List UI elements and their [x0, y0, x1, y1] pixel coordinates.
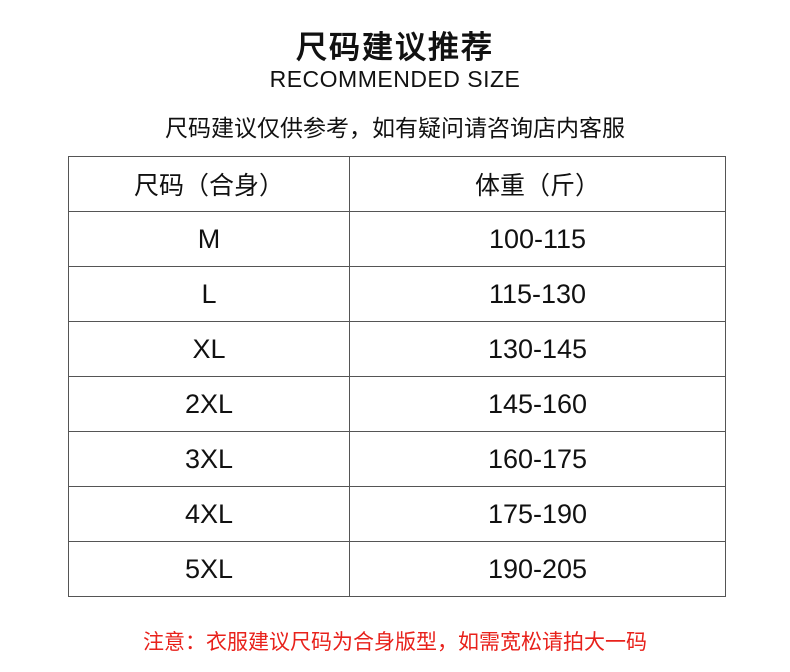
size-cell: 2XL	[68, 376, 350, 432]
table-header-row: 尺码（合身） 体重（斤）	[68, 156, 726, 212]
weight-cell: 190-205	[349, 541, 726, 597]
weight-cell: 160-175	[349, 431, 726, 487]
table-row: XL 130-145	[68, 321, 726, 377]
footer-warning: 注意：衣服建议尺码为合身版型，如需宽松请拍大一码	[143, 630, 647, 654]
weight-cell: 145-160	[349, 376, 726, 432]
page-title: 尺码建议推荐	[296, 30, 494, 66]
weight-cell: 175-190	[349, 486, 726, 542]
size-cell: L	[68, 266, 350, 322]
weight-cell: 100-115	[349, 211, 726, 267]
page-subtitle: RECOMMENDED SIZE	[269, 66, 521, 92]
header-weight: 体重（斤）	[349, 156, 726, 212]
table-row: 2XL 145-160	[68, 376, 726, 432]
header-size: 尺码（合身）	[68, 156, 350, 212]
table-row: 5XL 190-205	[68, 541, 726, 597]
size-cell: 5XL	[68, 541, 350, 597]
weight-cell: 115-130	[349, 266, 726, 322]
size-cell: XL	[68, 321, 350, 377]
size-table: 尺码（合身） 体重（斤） M 100-115 L 115-130 XL 130-145 2X…	[68, 156, 726, 597]
table-row: 3XL 160-175	[68, 431, 726, 487]
table-row: 4XL 175-190	[68, 486, 726, 542]
size-cell: 3XL	[68, 431, 350, 487]
table-row: M 100-115	[68, 211, 726, 267]
size-cell: 4XL	[68, 486, 350, 542]
size-cell: M	[68, 211, 350, 267]
weight-cell: 130-145	[349, 321, 726, 377]
reference-note: 尺码建议仅供参考，如有疑问请咨询店内客服	[165, 116, 625, 142]
table-row: L 115-130	[68, 266, 726, 322]
